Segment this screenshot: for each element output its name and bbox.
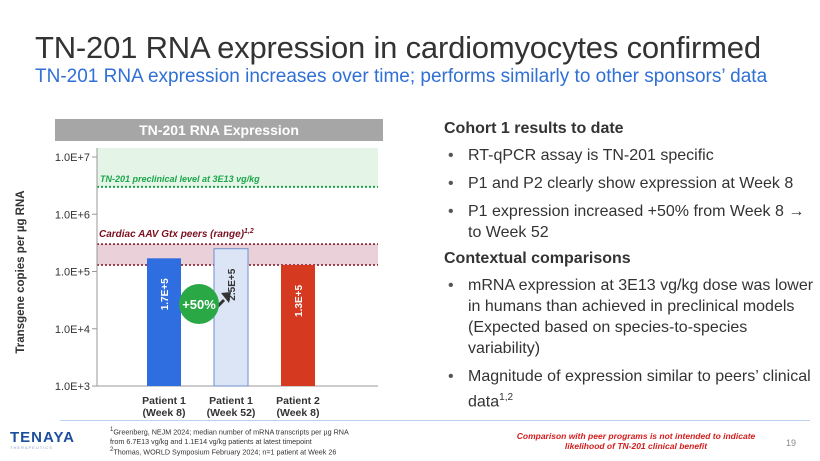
x-tick-label: (Week 52): [207, 407, 256, 419]
y-axis-label: Transgene copies per µg RNA: [15, 190, 27, 353]
footer-divider: [60, 420, 810, 421]
context-bullet-list: mRNA expression at 3E13 vg/kg dose was l…: [444, 275, 814, 412]
footnote-1: 1Greenberg, NEJM 2024; median number of …: [110, 426, 410, 437]
bullet-item: P1 and P2 clearly show expression at Wee…: [444, 173, 814, 194]
bullet-item: RT-qPCR assay is TN-201 specific: [444, 145, 814, 166]
x-tick-label: (Week 8): [143, 407, 186, 419]
y-tick-label: 1.0E+4: [55, 324, 90, 336]
bar: [213, 248, 249, 387]
footnote-text: Greenberg, NEJM 2024; median number of m…: [113, 427, 349, 437]
superscript: 1,2: [499, 392, 514, 403]
bullet-item: Magnitude of expression similar to peers…: [444, 366, 814, 412]
bar-value-label: 1.7E+5: [160, 278, 171, 310]
bullet-item: P1 expression increased +50% from Week 8…: [444, 201, 814, 243]
peer-range-label-sup: 1,2: [244, 228, 254, 235]
slide-title: TN-201 RNA expression in cardiomyocytes …: [35, 30, 761, 65]
footnotes: 1Greenberg, NEJM 2024; median number of …: [110, 426, 410, 457]
peer-range-label: Cardiac AAV Gtx peers (range)1,2: [99, 228, 254, 240]
increase-arrow-head: [221, 292, 231, 303]
footnote-marker: 2: [110, 447, 114, 454]
x-tick-label: Patient 1: [142, 395, 186, 407]
section-title-context: Contextual comparisons: [444, 250, 631, 267]
footnote-text: Thomas, WORLD Symposium February 2024; n…: [113, 447, 337, 457]
company-logo: TENAYA THERAPEUTICS: [10, 430, 78, 454]
footnote-2: 2Thomas, WORLD Symposium February 2024; …: [110, 446, 410, 457]
bullet-text: Magnitude of expression similar to peers…: [468, 368, 811, 411]
preclinical-label: TN-201 preclinical level at 3E13 vg/kg: [100, 174, 260, 184]
section-title-cohort: Cohort 1 results to date: [444, 120, 624, 137]
y-tick-label: 1.0E+7: [55, 152, 90, 164]
chart-header: [55, 119, 383, 141]
bullet-item: mRNA expression at 3E13 vg/kg dose was l…: [444, 275, 814, 359]
preclinical-band: [97, 148, 378, 187]
footnote-1-cont: from 6.7E13 vg/kg and 1.1E14 vg/kg patie…: [110, 436, 312, 446]
chart-title: TN-201 RNA Expression: [139, 122, 299, 138]
results-panel: Cohort 1 results to date RT-qPCR assay i…: [444, 120, 814, 419]
peer-range-label-text: Cardiac AAV Gtx peers (range): [99, 229, 245, 240]
disclaimer: Comparison with peer programs is not int…: [516, 431, 756, 451]
rna-expression-chart: TN-201 RNA Expression Transgene copies p…: [15, 119, 383, 419]
x-tick-label: (Week 8): [277, 407, 320, 419]
y-tick-label: 1.0E+3: [55, 381, 90, 393]
x-tick-label: Patient 1: [209, 395, 253, 407]
cohort-bullet-list: RT-qPCR assay is TN-201 specific P1 and …: [444, 145, 814, 243]
y-tick-label: 1.0E+6: [55, 209, 90, 221]
y-tick-label: 1.0E+5: [55, 267, 90, 279]
bar: [281, 264, 315, 386]
logo-subtext: THERAPEUTICS: [10, 445, 53, 450]
increase-badge: [179, 284, 219, 324]
slide-subtitle: TN-201 RNA expression increases over tim…: [35, 66, 768, 87]
increase-badge-label: +50%: [182, 297, 216, 312]
footnote-marker: 1: [110, 427, 114, 433]
bar-value-label: 1.3E+5: [294, 285, 305, 317]
x-tick-label: Patient 2: [276, 395, 320, 407]
bar-value-label: 2.5E+5: [227, 268, 238, 300]
page-number: 19: [786, 438, 797, 448]
logo-wordmark: TENAYA: [10, 429, 75, 446]
bar: [147, 258, 181, 386]
